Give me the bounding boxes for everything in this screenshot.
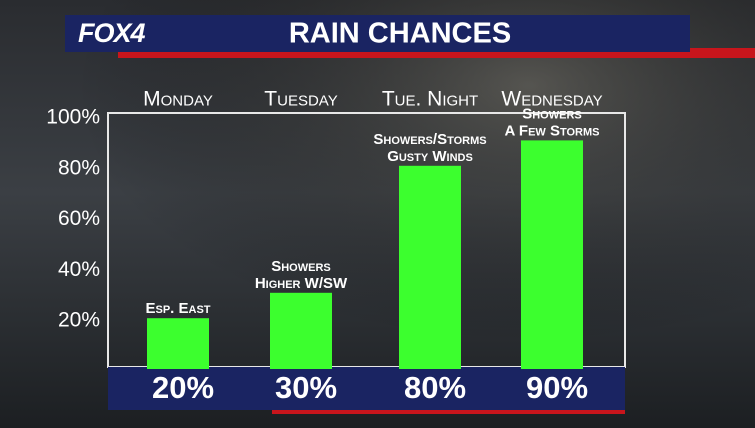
category-label: Tuesday — [264, 88, 337, 111]
value-label: 30% — [275, 370, 337, 405]
y-tick-label: 60% — [58, 207, 100, 230]
bar-annotation: Showers — [271, 258, 331, 275]
bottom-stripe — [272, 409, 625, 414]
title-bar — [65, 15, 690, 52]
bar-annotation: A Few Storms — [504, 122, 599, 139]
title-stripe — [118, 48, 755, 58]
bar-annotation: Esp. East — [145, 300, 210, 317]
y-tick-label: 40% — [58, 258, 100, 281]
y-tick-label: 20% — [58, 309, 100, 332]
bar — [270, 292, 332, 369]
value-label: 80% — [404, 370, 466, 405]
bar-annotation: Showers — [522, 105, 582, 122]
value-bar — [108, 367, 625, 410]
bar — [521, 140, 583, 369]
value-label: 90% — [526, 370, 588, 405]
value-label: 20% — [152, 370, 214, 405]
y-tick-label: 100% — [46, 106, 100, 129]
category-label: Monday — [143, 88, 213, 111]
bar-annotation: Higher W/SW — [255, 275, 348, 292]
category-label: Wednesday — [501, 88, 602, 111]
chart-title: RAIN CHANCES — [289, 18, 511, 50]
bar — [147, 318, 209, 369]
bar-annotation: Gusty Winds — [387, 148, 473, 165]
brand-logo: FOX4 — [78, 18, 146, 48]
y-tick-label: 80% — [58, 156, 100, 179]
bar-annotation: Showers/Storms — [373, 131, 486, 148]
category-label: Tue. Night — [382, 88, 478, 111]
bar — [399, 165, 461, 369]
